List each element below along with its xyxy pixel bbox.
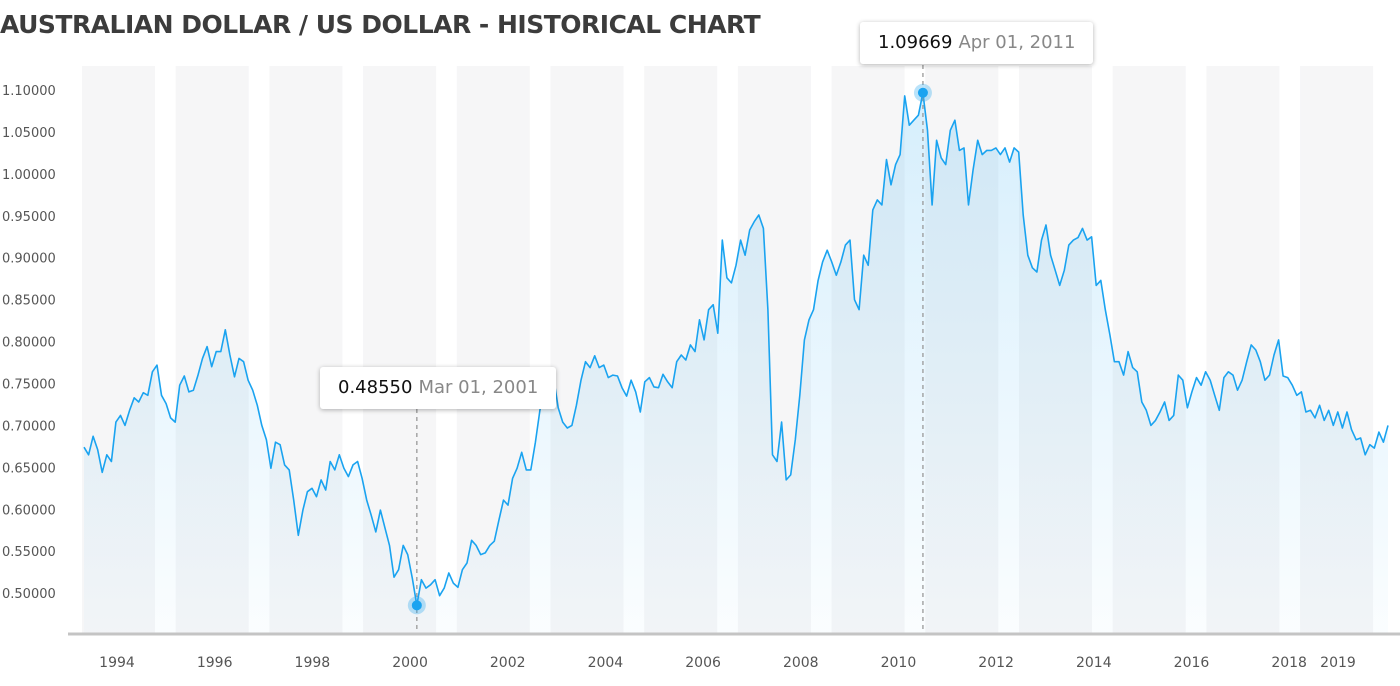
tooltip-high-value: 1.09669 (878, 32, 953, 53)
data-point-marker (917, 87, 928, 98)
data-point-marker (411, 600, 422, 611)
chart-title: AUSTRALIAN DOLLAR / US DOLLAR - HISTORIC… (0, 10, 761, 39)
x-tick-label: 2000 (392, 655, 428, 671)
x-tick-label: 2019 (1320, 655, 1356, 671)
x-tick-label: 2018 (1271, 655, 1307, 671)
tooltip-low-value: 0.48550 (338, 377, 413, 398)
x-tick-label: 2006 (685, 655, 721, 671)
x-tick-label: 2012 (978, 655, 1014, 671)
x-tick-label: 2014 (1076, 655, 1112, 671)
y-tick-label: 1.00000 (2, 168, 56, 183)
y-tick-label: 0.85000 (2, 294, 56, 309)
x-tick-label: 1998 (295, 655, 331, 671)
y-tick-label: 0.80000 (2, 336, 56, 351)
x-tick-label: 2004 (588, 655, 624, 671)
y-tick-label: 0.50000 (2, 587, 56, 602)
x-tick-label: 2002 (490, 655, 526, 671)
y-tick-label: 0.65000 (2, 461, 56, 476)
y-tick-label: 0.90000 (2, 252, 56, 267)
y-tick-label: 0.95000 (2, 210, 56, 225)
x-tick-label: 2008 (783, 655, 819, 671)
x-tick-label: 1996 (197, 655, 233, 671)
y-tick-label: 0.70000 (2, 419, 56, 434)
series-line (83, 92, 1389, 607)
y-tick-label: 0.55000 (2, 545, 56, 560)
tooltip-low-date: Mar 01, 2001 (418, 377, 539, 398)
area-fill (84, 92, 1388, 634)
y-tick-label: 0.60000 (2, 503, 56, 518)
tooltip-high: 1.09669 Apr 01, 2011 (860, 22, 1094, 64)
x-tick-label: 1994 (99, 655, 135, 671)
tooltip-high-date: Apr 01, 2011 (958, 32, 1076, 53)
x-tick-label: 2016 (1174, 655, 1210, 671)
tooltip-low: 0.48550 Mar 01, 2001 (320, 367, 557, 409)
y-tick-label: 1.10000 (2, 84, 56, 99)
y-tick-label: 1.05000 (2, 126, 56, 141)
x-tick-label: 2010 (881, 655, 917, 671)
y-tick-label: 0.75000 (2, 378, 56, 393)
